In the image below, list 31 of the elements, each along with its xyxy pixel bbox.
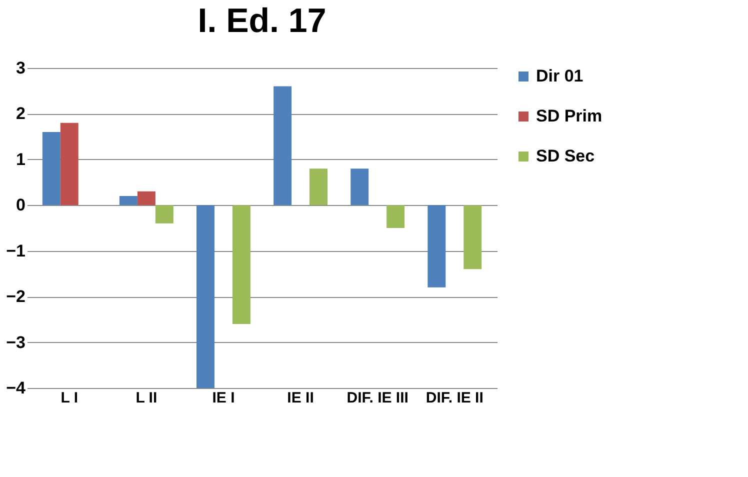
- bar: [155, 205, 174, 224]
- bar: [386, 205, 405, 228]
- y-tick-label: −2: [6, 287, 26, 306]
- x-tick-label: DIF. IE III: [346, 390, 408, 406]
- y-tick-label: 2: [16, 104, 26, 124]
- legend-label: SD Sec: [536, 146, 595, 166]
- bar: [274, 86, 292, 206]
- bar: [119, 196, 138, 206]
- x-tick-label: IE I: [212, 390, 235, 406]
- y-tick-label: 0: [16, 196, 26, 215]
- bar: [464, 205, 482, 270]
- bar: [42, 132, 60, 206]
- bar: [232, 205, 250, 324]
- bar: [428, 205, 446, 288]
- y-tick-label: 1: [16, 150, 26, 169]
- y-tick-label: −4: [6, 378, 26, 398]
- bar: [60, 122, 78, 206]
- bar: [137, 191, 156, 206]
- y-tick-label: −3: [6, 332, 26, 352]
- bar: [196, 205, 214, 388]
- x-tick-label: IE II: [287, 390, 314, 406]
- chart-title: I. Ed. 17: [198, 2, 326, 40]
- legend-label: Dir 01: [536, 66, 584, 86]
- x-tick-label: L I: [60, 390, 78, 406]
- bar: [350, 168, 369, 206]
- legend-label: SD Prim: [536, 106, 602, 126]
- x-tick-label: DIF. IE II: [426, 390, 484, 406]
- bar: [310, 168, 328, 206]
- x-tick-label: L II: [136, 390, 158, 406]
- y-tick-label: 3: [16, 58, 26, 78]
- y-tick-label: −1: [6, 241, 26, 260]
